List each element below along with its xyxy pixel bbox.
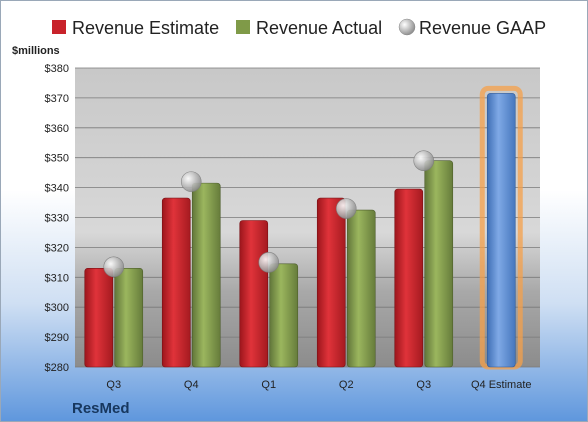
bar-revenue-estimate <box>394 188 424 368</box>
bar-revenue-estimate <box>161 197 191 368</box>
marker-revenue-gaap <box>258 252 280 273</box>
bar-revenue-actual <box>424 160 454 368</box>
y-tick-label: $320 <box>45 242 69 254</box>
bar-revenue-actual <box>346 209 376 368</box>
x-tick-label: Q1 <box>261 379 276 391</box>
x-tick-label: Q4 Estimate <box>471 379 532 391</box>
y-tick-label: $360 <box>45 123 69 135</box>
y-tick-label: $380 <box>45 63 69 75</box>
x-tick-label: Q2 <box>339 379 354 391</box>
legend-swatch-revenue-actual <box>236 20 250 34</box>
bar-revenue-actual <box>114 268 144 368</box>
legend-marker-revenue-gaap <box>398 18 416 36</box>
x-axis-ticks: Q3 Q4 Q1 Q2 Q3 Q4 Estimate <box>106 379 531 391</box>
bar-revenue-actual <box>269 263 299 368</box>
legend-label-revenue-estimate: Revenue Estimate <box>72 18 219 38</box>
y-tick-label: $370 <box>45 93 69 105</box>
x-tick-label: Q4 <box>184 379 199 391</box>
bar-revenue-estimate <box>84 268 114 368</box>
marker-revenue-gaap <box>180 171 202 192</box>
y-tick-label: $330 <box>45 213 69 225</box>
y-tick-label: $350 <box>45 153 69 165</box>
bar-revenue-estimate <box>316 197 346 368</box>
x-tick-label: Q3 <box>106 379 121 391</box>
y-tick-label: $310 <box>45 272 69 284</box>
y-axis-unit-label: $millions <box>12 45 60 57</box>
bars-layer <box>84 85 523 370</box>
marker-revenue-gaap <box>413 150 435 171</box>
legend-swatch-revenue-estimate <box>52 20 66 34</box>
legend-label-revenue-actual: Revenue Actual <box>256 18 382 38</box>
bar-revenue-estimate <box>239 220 269 368</box>
y-tick-label: $300 <box>45 302 69 314</box>
brand-label: ResMed <box>72 400 130 417</box>
grid-lines <box>75 67 540 368</box>
y-tick-label: $340 <box>45 183 69 195</box>
y-axis-ticks: $280 $290 $300 $310 $320 $330 $340 $350 $360 $370… <box>45 63 69 374</box>
bar-revenue-actual <box>191 182 221 368</box>
marker-revenue-gaap <box>335 198 357 219</box>
legend: Revenue Estimate Revenue Actual Revenue … <box>52 18 546 38</box>
y-tick-label: $280 <box>45 362 69 374</box>
legend-label-revenue-gaap: Revenue GAAP <box>419 18 546 38</box>
bar-q4-estimate <box>486 93 516 368</box>
y-tick-label: $290 <box>45 332 69 344</box>
marker-revenue-gaap <box>103 256 125 278</box>
markers-layer <box>103 150 435 278</box>
x-tick-label: Q3 <box>416 379 431 391</box>
